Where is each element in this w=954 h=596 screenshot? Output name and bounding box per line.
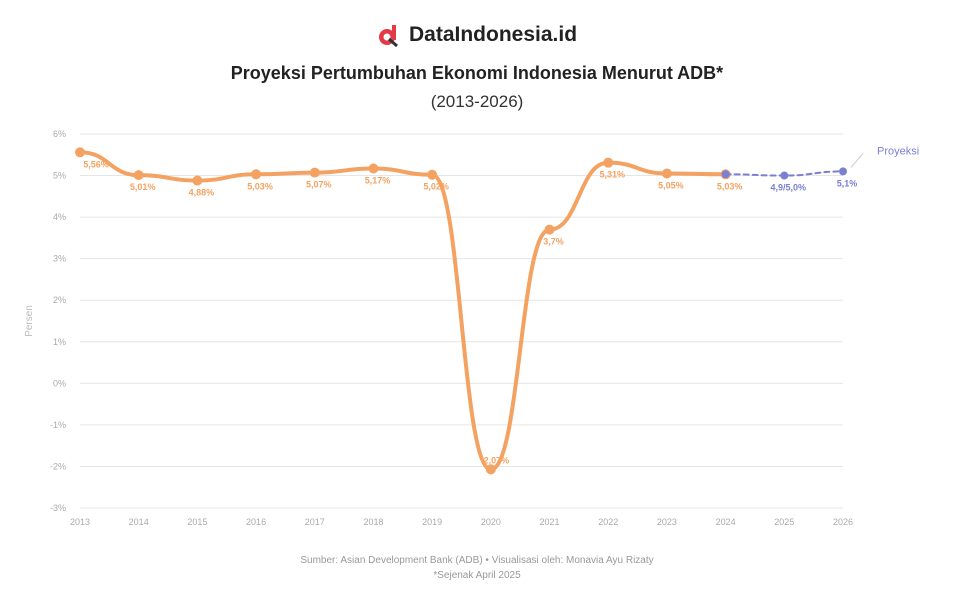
data-label: 4,9/5,0% — [771, 183, 807, 193]
data-point-actual — [75, 147, 85, 158]
data-point-actual — [133, 170, 144, 181]
data-label: 5,07% — [306, 180, 332, 190]
y-axis-label: Persen — [24, 305, 35, 337]
data-label: 5,05% — [658, 180, 684, 190]
y-tick-label: 5% — [53, 171, 66, 181]
x-tick-label: 2018 — [363, 517, 383, 527]
dataindonesia-logo-icon — [378, 25, 398, 47]
data-label: 5,03% — [247, 181, 273, 191]
y-tick-label: 0% — [53, 378, 66, 388]
legend-leader-line — [850, 153, 864, 168]
x-tick-label: 2015 — [187, 517, 207, 527]
x-tick-label: 2021 — [540, 517, 560, 527]
x-tick-label: 2014 — [129, 517, 149, 527]
brand-name: DataIndonesia.id — [408, 23, 578, 46]
data-point-actual — [661, 168, 672, 179]
data-label: 5,31% — [599, 170, 625, 180]
legend-label-projection: Proyeksi — [877, 145, 919, 157]
x-tick-label: 2024 — [716, 517, 736, 527]
y-tick-label: -3% — [50, 503, 66, 513]
x-tick-label: 2025 — [774, 517, 794, 527]
data-point-projection — [721, 170, 730, 179]
x-tick-label: 2019 — [422, 517, 442, 527]
data-label: 4,88% — [189, 188, 215, 198]
y-tick-label: 1% — [53, 337, 66, 347]
y-tick-label: 4% — [53, 212, 66, 222]
y-tick-label: 3% — [53, 254, 66, 264]
y-tick-label: -2% — [50, 461, 66, 471]
x-tick-label: 2013 — [70, 517, 90, 527]
data-label: 5,1% — [837, 178, 858, 188]
y-tick-label: 6% — [53, 129, 66, 139]
data-label: 3,7% — [543, 237, 564, 247]
footnote-text: *Sejenak April 2025 — [433, 570, 521, 581]
data-point-actual — [309, 167, 320, 178]
data-label: -2,07% — [481, 455, 510, 465]
data-point-actual — [368, 163, 379, 174]
chart-subtitle: (2013-2026) — [430, 92, 524, 111]
data-label: 5,17% — [365, 175, 391, 185]
data-point-projection — [839, 167, 847, 176]
data-point-actual — [192, 175, 203, 186]
chart-source: Sumber: Asian Development Bank (ADB) • V… — [0, 553, 954, 583]
data-label: 5,56% — [83, 159, 109, 169]
series-line-actual — [78, 150, 728, 472]
data-point-actual — [544, 224, 555, 235]
x-tick-label: 2022 — [598, 517, 618, 527]
x-tick-label: 2016 — [246, 517, 266, 527]
data-label: 5,03% — [717, 181, 743, 191]
brand-header: DataIndonesia.id — [0, 20, 954, 50]
x-tick-label: 2023 — [657, 517, 677, 527]
x-tick-label: 2026 — [833, 517, 853, 527]
x-tick-label: 2017 — [305, 517, 325, 527]
data-point-actual — [485, 464, 496, 475]
data-point-actual — [251, 169, 262, 180]
chart-title: Proyeksi Pertumbuhan Ekonomi Indonesia M… — [230, 63, 724, 83]
data-label: 5,02% — [423, 182, 449, 192]
data-label: 5,01% — [130, 182, 156, 192]
data-point-actual — [427, 169, 438, 180]
y-tick-label: -1% — [50, 420, 66, 430]
data-point-actual — [603, 157, 614, 168]
x-tick-label: 2020 — [481, 517, 501, 527]
y-tick-label: 2% — [53, 295, 66, 305]
source-text: Sumber: Asian Development Bank (ADB) • V… — [300, 555, 654, 566]
data-point-projection — [780, 171, 789, 180]
